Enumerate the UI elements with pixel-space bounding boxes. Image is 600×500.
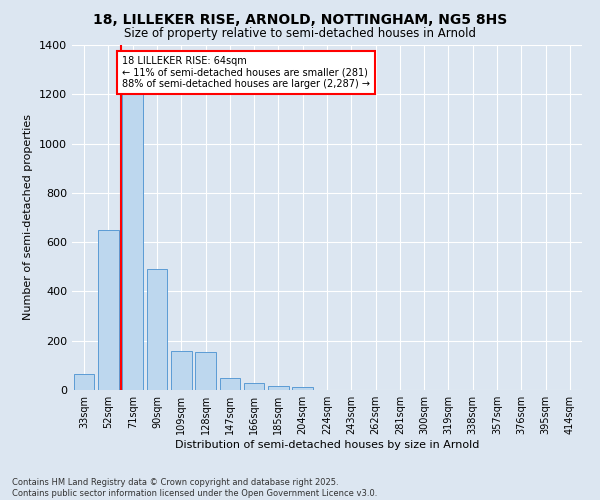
Y-axis label: Number of semi-detached properties: Number of semi-detached properties — [23, 114, 34, 320]
Bar — [195, 352, 216, 390]
Bar — [98, 230, 119, 390]
Bar — [268, 386, 289, 390]
Bar — [146, 269, 167, 390]
Text: Contains HM Land Registry data © Crown copyright and database right 2025.
Contai: Contains HM Land Registry data © Crown c… — [12, 478, 377, 498]
Text: 18 LILLEKER RISE: 64sqm
← 11% of semi-detached houses are smaller (281)
88% of s: 18 LILLEKER RISE: 64sqm ← 11% of semi-de… — [122, 56, 370, 90]
X-axis label: Distribution of semi-detached houses by size in Arnold: Distribution of semi-detached houses by … — [175, 440, 479, 450]
Bar — [292, 386, 313, 390]
Text: 18, LILLEKER RISE, ARNOLD, NOTTINGHAM, NG5 8HS: 18, LILLEKER RISE, ARNOLD, NOTTINGHAM, N… — [93, 12, 507, 26]
Text: Size of property relative to semi-detached houses in Arnold: Size of property relative to semi-detach… — [124, 28, 476, 40]
Bar — [220, 378, 240, 390]
Bar — [244, 383, 265, 390]
Bar — [122, 90, 143, 390]
Bar — [171, 350, 191, 390]
Bar — [74, 374, 94, 390]
